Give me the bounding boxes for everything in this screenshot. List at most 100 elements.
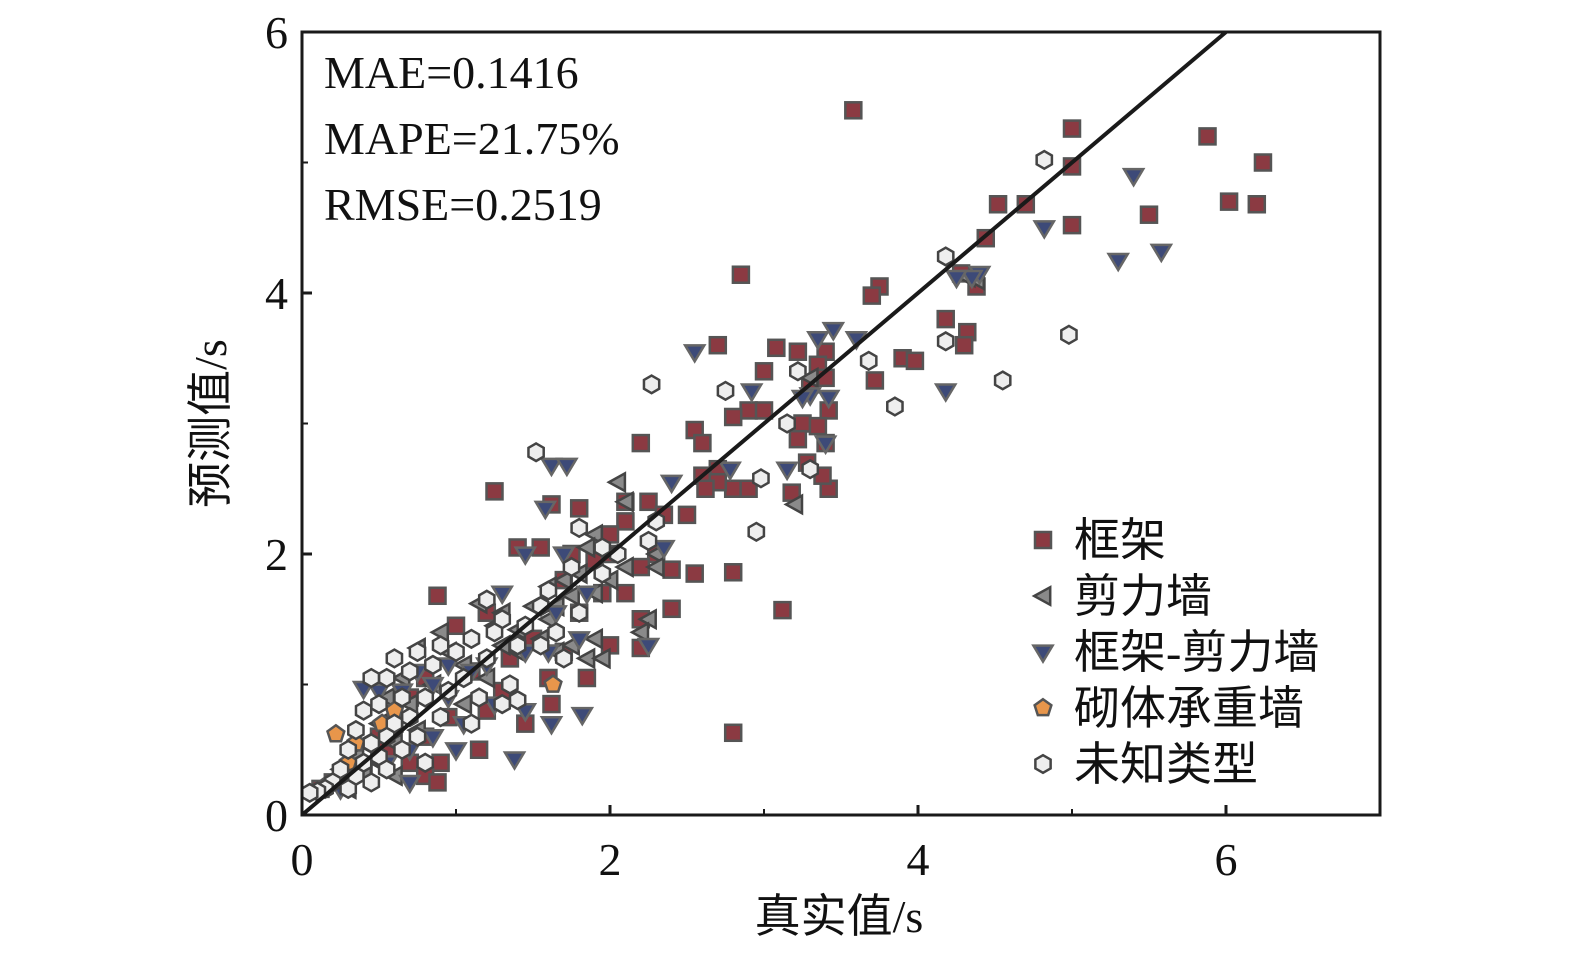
data-point xyxy=(424,654,442,676)
data-point xyxy=(614,556,634,578)
legend-marker xyxy=(1033,530,1053,550)
data-point xyxy=(988,195,1008,214)
legend-label: 框架-剪力墙 xyxy=(1074,627,1319,678)
legend-label: 框架 xyxy=(1074,515,1166,566)
data-point xyxy=(752,468,770,489)
data-point xyxy=(393,687,411,708)
data-point xyxy=(560,584,580,607)
data-point xyxy=(575,585,599,606)
data-point xyxy=(616,512,635,531)
legend-item: 砌体承重墙 xyxy=(1033,683,1304,734)
data-point xyxy=(570,706,595,727)
data-point xyxy=(416,687,435,708)
x-tick-label: 4 xyxy=(907,834,930,885)
data-point xyxy=(723,479,743,498)
data-point xyxy=(569,499,589,518)
data-point xyxy=(470,687,488,708)
data-point xyxy=(446,616,466,636)
x-tick-label: 2 xyxy=(599,834,622,885)
data-point xyxy=(1062,119,1082,138)
data-point xyxy=(421,676,445,697)
data-point xyxy=(778,413,796,434)
data-point xyxy=(1106,252,1131,273)
data-point xyxy=(816,389,841,410)
data-point xyxy=(590,647,611,670)
legend-item: 框架 xyxy=(1033,515,1166,566)
data-point xyxy=(416,752,435,774)
data-point xyxy=(1139,205,1159,224)
data-point xyxy=(508,689,527,711)
metrics-annotations: MAE=0.1416 MAPE=21.75% RMSE=0.2519 xyxy=(324,47,620,230)
data-point xyxy=(370,693,388,715)
data-point xyxy=(1121,167,1146,188)
data-point xyxy=(739,479,758,498)
data-point xyxy=(539,580,558,601)
y-axis-label: 预测值/s xyxy=(185,339,236,508)
data-point xyxy=(447,641,465,663)
data-point xyxy=(1253,153,1273,172)
data-point xyxy=(677,505,697,525)
data-point xyxy=(616,583,635,603)
data-point xyxy=(300,782,319,804)
data-point xyxy=(1198,127,1217,146)
data-point xyxy=(739,383,764,403)
data-point xyxy=(531,635,550,656)
data-point xyxy=(462,628,481,650)
legend-marker xyxy=(1031,585,1052,607)
data-point xyxy=(570,517,589,539)
data-point xyxy=(783,493,804,516)
legend-item: 剪力墙 xyxy=(1031,571,1212,622)
data-point xyxy=(708,335,728,355)
data-point xyxy=(539,457,564,478)
data-point xyxy=(469,740,489,759)
data-point xyxy=(444,742,468,762)
data-point xyxy=(593,537,612,558)
data-point xyxy=(808,416,828,436)
data-point xyxy=(685,564,704,583)
data-point xyxy=(555,457,579,478)
data-point xyxy=(533,500,558,521)
data-point xyxy=(639,530,658,552)
data-point xyxy=(960,269,984,290)
y-tick-label: 6 xyxy=(265,7,288,58)
data-point xyxy=(542,694,561,714)
data-point xyxy=(652,539,676,560)
data-point xyxy=(462,713,481,734)
data-point xyxy=(739,401,758,420)
x-tick-label: 0 xyxy=(291,834,314,885)
data-point xyxy=(723,563,743,582)
data-point xyxy=(682,344,707,364)
data-point xyxy=(788,429,808,449)
legend-item: 框架-剪力墙 xyxy=(1031,627,1319,678)
data-point xyxy=(367,683,391,704)
data-point xyxy=(554,648,573,669)
data-point xyxy=(731,265,751,284)
data-point xyxy=(377,759,396,780)
data-point xyxy=(408,726,427,747)
data-point xyxy=(844,101,863,120)
data-point xyxy=(716,380,735,402)
data-point xyxy=(354,700,373,721)
axis-ticks: 0 2 4 6 0 2 4 6 xyxy=(265,7,1381,885)
data-point xyxy=(936,246,955,267)
data-point xyxy=(767,338,786,358)
data-point xyxy=(793,414,812,433)
data-point xyxy=(1035,149,1054,171)
data-point xyxy=(865,371,885,390)
data-point xyxy=(639,492,658,512)
data-point xyxy=(493,693,512,715)
data-point xyxy=(431,706,450,728)
data-point xyxy=(431,753,450,773)
data-point xyxy=(543,674,563,693)
data-point xyxy=(547,622,565,643)
data-point xyxy=(393,739,411,760)
data-point xyxy=(788,342,808,361)
data-point xyxy=(408,641,427,663)
data-point xyxy=(859,350,878,372)
data-point xyxy=(606,471,627,494)
data-point xyxy=(485,482,504,501)
data-point xyxy=(385,648,404,669)
data-point xyxy=(1060,324,1078,346)
